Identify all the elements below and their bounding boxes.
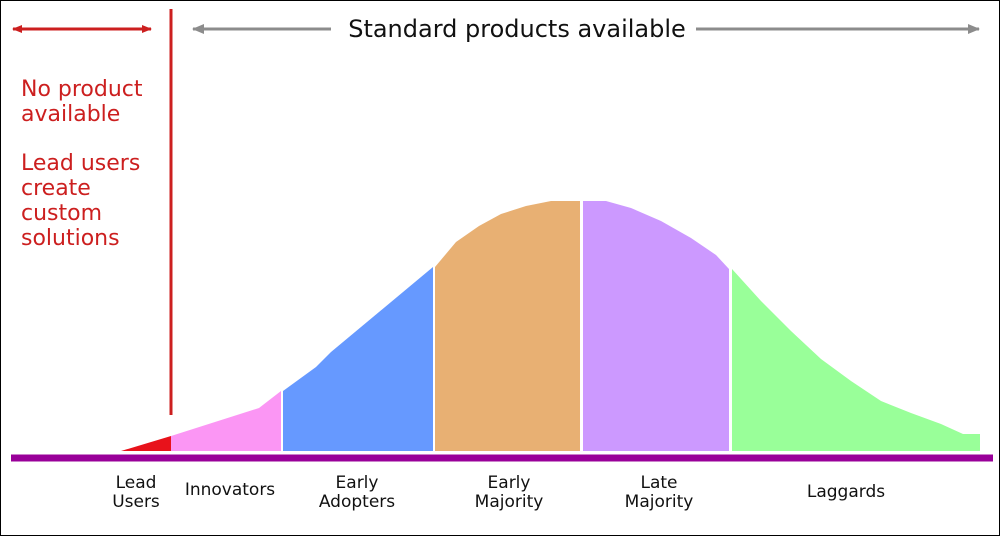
segment-laggards xyxy=(732,269,980,451)
lead-users-line-2: create xyxy=(21,176,91,201)
segment-late-majority xyxy=(583,201,729,451)
lead-users-line-1: Lead users xyxy=(21,151,140,176)
label-late-majority-1: Late xyxy=(640,473,677,493)
segment-early-majority xyxy=(435,201,580,451)
label-early-majority-2: Majority xyxy=(475,492,544,512)
segment-early-adopters xyxy=(283,267,433,451)
label-laggards: Laggards xyxy=(807,482,885,502)
lead-users-line-4: solutions xyxy=(21,226,120,251)
label-late-majority-2: Majority xyxy=(625,492,694,512)
label-lead-users-1: Lead xyxy=(116,473,157,493)
no-product-line-1: No product xyxy=(21,77,143,102)
standard-products-label: Standard products available xyxy=(348,15,686,43)
label-early-majority-1: Early xyxy=(488,473,531,493)
no-product-line-2: available xyxy=(21,102,120,127)
label-lead-users-2: Users xyxy=(112,492,160,512)
label-innovators: Innovators xyxy=(185,480,275,500)
label-early-adopters-2: Adopters xyxy=(319,492,395,512)
segment-innovators xyxy=(171,391,281,451)
segment-lead-users xyxy=(121,436,171,451)
label-early-adopters-1: Early xyxy=(336,473,379,493)
lead-users-line-3: custom xyxy=(21,201,102,226)
